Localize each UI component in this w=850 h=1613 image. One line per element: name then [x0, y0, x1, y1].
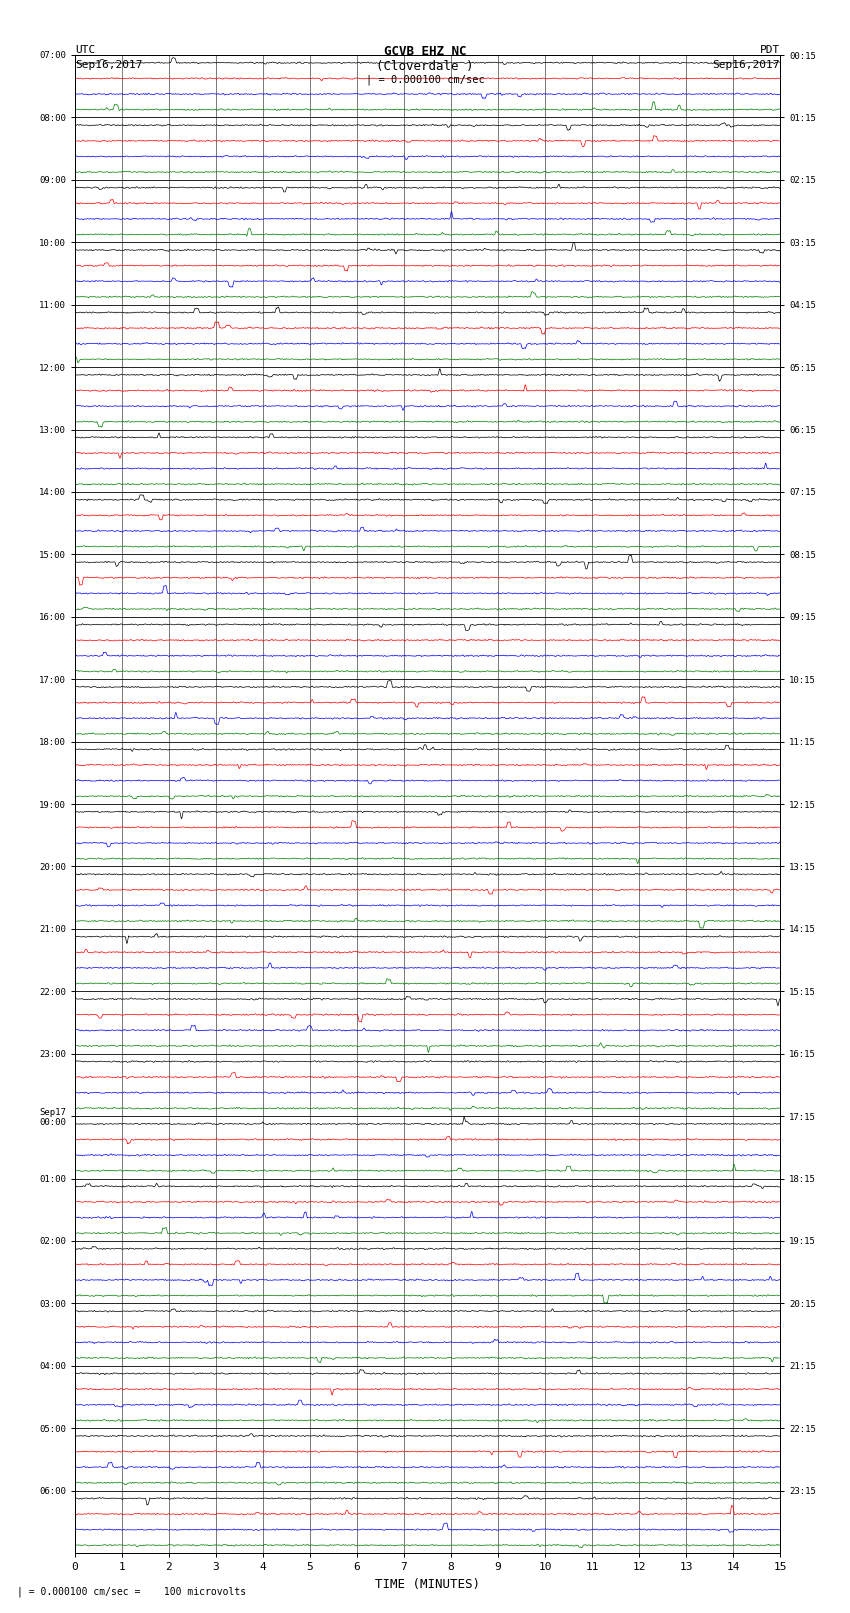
Text: Sep16,2017: Sep16,2017 — [712, 60, 780, 69]
X-axis label: TIME (MINUTES): TIME (MINUTES) — [375, 1578, 480, 1590]
Text: | = 0.000100 cm/sec =    100 microvolts: | = 0.000100 cm/sec = 100 microvolts — [17, 1586, 246, 1597]
Text: (Cloverdale ): (Cloverdale ) — [377, 60, 473, 73]
Text: UTC: UTC — [75, 45, 95, 55]
Text: GCVB EHZ NC: GCVB EHZ NC — [383, 45, 467, 58]
Text: Sep16,2017: Sep16,2017 — [75, 60, 143, 69]
Text: PDT: PDT — [760, 45, 780, 55]
Text: | = 0.000100 cm/sec: | = 0.000100 cm/sec — [366, 74, 484, 85]
